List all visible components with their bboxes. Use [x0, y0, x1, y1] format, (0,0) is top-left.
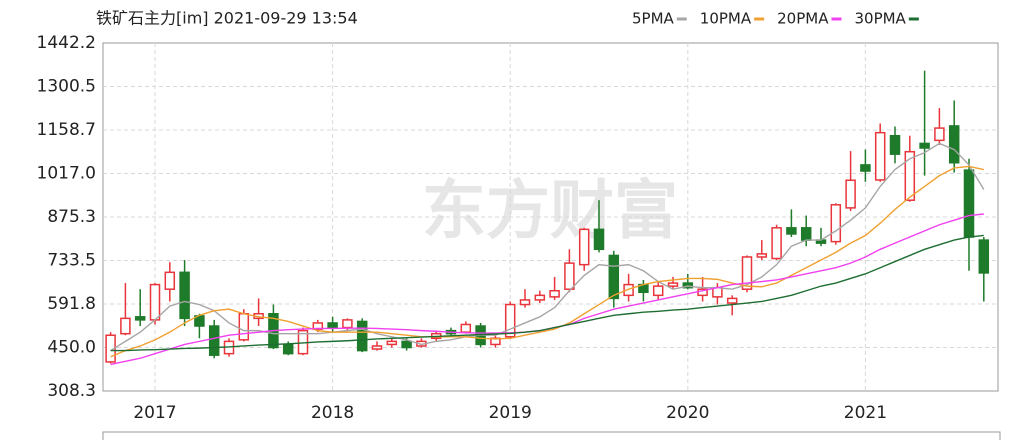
candle-body — [549, 289, 560, 298]
legend-label: 10PMA — [700, 10, 752, 28]
candle-body — [712, 286, 723, 298]
legend-label: 20PMA — [777, 10, 829, 28]
candle-body — [771, 227, 782, 260]
candle-body — [134, 316, 146, 321]
y-tick-label: 308.3 — [47, 381, 96, 401]
candle-body — [208, 325, 220, 356]
candle-body — [830, 204, 842, 243]
candle-body — [652, 285, 664, 297]
candle-body — [578, 228, 590, 266]
candle-body — [904, 150, 916, 201]
chart-title: 铁矿石主力[im] 2021-09-29 13:54 — [96, 9, 358, 28]
y-tick-label: 1158.7 — [37, 120, 96, 140]
candle-body — [282, 343, 294, 355]
y-tick-label: 1300.5 — [37, 76, 96, 96]
x-tick-label: 2019 — [489, 403, 532, 423]
y-tick-label: 450.0 — [47, 338, 96, 358]
candle-body — [756, 253, 768, 258]
candle-body — [401, 340, 412, 349]
candle-body — [682, 282, 694, 289]
candle-body — [386, 340, 398, 346]
candle-body — [919, 142, 930, 149]
candle-body — [948, 125, 960, 164]
candle-body — [149, 283, 161, 321]
candle-body — [327, 322, 338, 329]
candle-body — [460, 323, 472, 333]
candle-body — [504, 303, 516, 338]
x-tick-label: 2020 — [666, 403, 709, 423]
ma-line — [110, 142, 985, 352]
ma-line — [110, 165, 984, 358]
x-tick-label: 2017 — [133, 403, 176, 423]
candle-body — [963, 169, 975, 238]
candle-body — [889, 134, 901, 155]
y-tick-label: 733.5 — [47, 251, 96, 271]
candle-body — [371, 345, 383, 350]
candle-body — [164, 271, 176, 290]
y-tick-label: 875.3 — [47, 207, 96, 227]
candle-body — [356, 320, 368, 352]
x-tick-label: 2018 — [311, 403, 354, 423]
candle-body — [667, 282, 679, 287]
candle-body — [593, 228, 605, 251]
lower-panel-frame — [102, 431, 1001, 440]
candle-body — [860, 164, 871, 172]
candle-body — [934, 127, 945, 142]
candle-body — [800, 227, 812, 241]
candle-body — [741, 256, 753, 290]
candle-body — [623, 283, 634, 297]
candle-body — [238, 313, 250, 341]
candle-body — [564, 262, 575, 290]
legend-label: 5PMA — [632, 10, 675, 28]
ma-line — [110, 234, 984, 352]
y-tick-label: 1442.2 — [37, 33, 96, 53]
candle-body — [726, 297, 738, 304]
candle-body — [978, 239, 990, 274]
candle-body — [179, 271, 190, 320]
candle-body — [786, 227, 797, 235]
y-tick-label: 1017.0 — [37, 163, 96, 183]
y-tick-label: 591.8 — [47, 294, 96, 314]
watermark: 东方财富 — [422, 175, 678, 249]
candle-body — [608, 254, 620, 300]
candle-body — [120, 317, 131, 335]
candle-body — [845, 179, 856, 209]
candle-body — [874, 131, 886, 181]
legend-label: 30PMA — [854, 10, 906, 28]
candle-body — [534, 294, 546, 301]
candle-body — [342, 319, 353, 329]
candle-body — [519, 299, 531, 306]
x-tick-label: 2021 — [844, 403, 887, 423]
